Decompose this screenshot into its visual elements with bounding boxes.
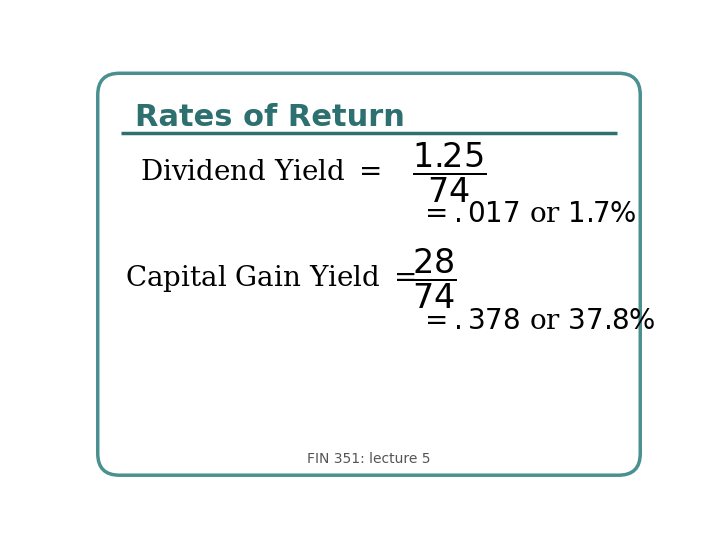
Text: $=.378$ or $37.8\%$: $=.378$ or $37.8\%$	[419, 308, 656, 335]
Text: Rates of Return: Rates of Return	[135, 103, 405, 132]
Text: Dividend Yield $=$: Dividend Yield $=$	[140, 159, 382, 186]
Text: $\dfrac{1.25}{74}$: $\dfrac{1.25}{74}$	[412, 140, 486, 205]
Text: Capital Gain Yield $=$: Capital Gain Yield $=$	[125, 264, 416, 294]
FancyBboxPatch shape	[98, 73, 640, 475]
Text: $=.017$ or $1.7\%$: $=.017$ or $1.7\%$	[419, 201, 637, 228]
Text: FIN 351: lecture 5: FIN 351: lecture 5	[307, 452, 431, 466]
Text: $\dfrac{28}{74}$: $\dfrac{28}{74}$	[412, 247, 456, 311]
